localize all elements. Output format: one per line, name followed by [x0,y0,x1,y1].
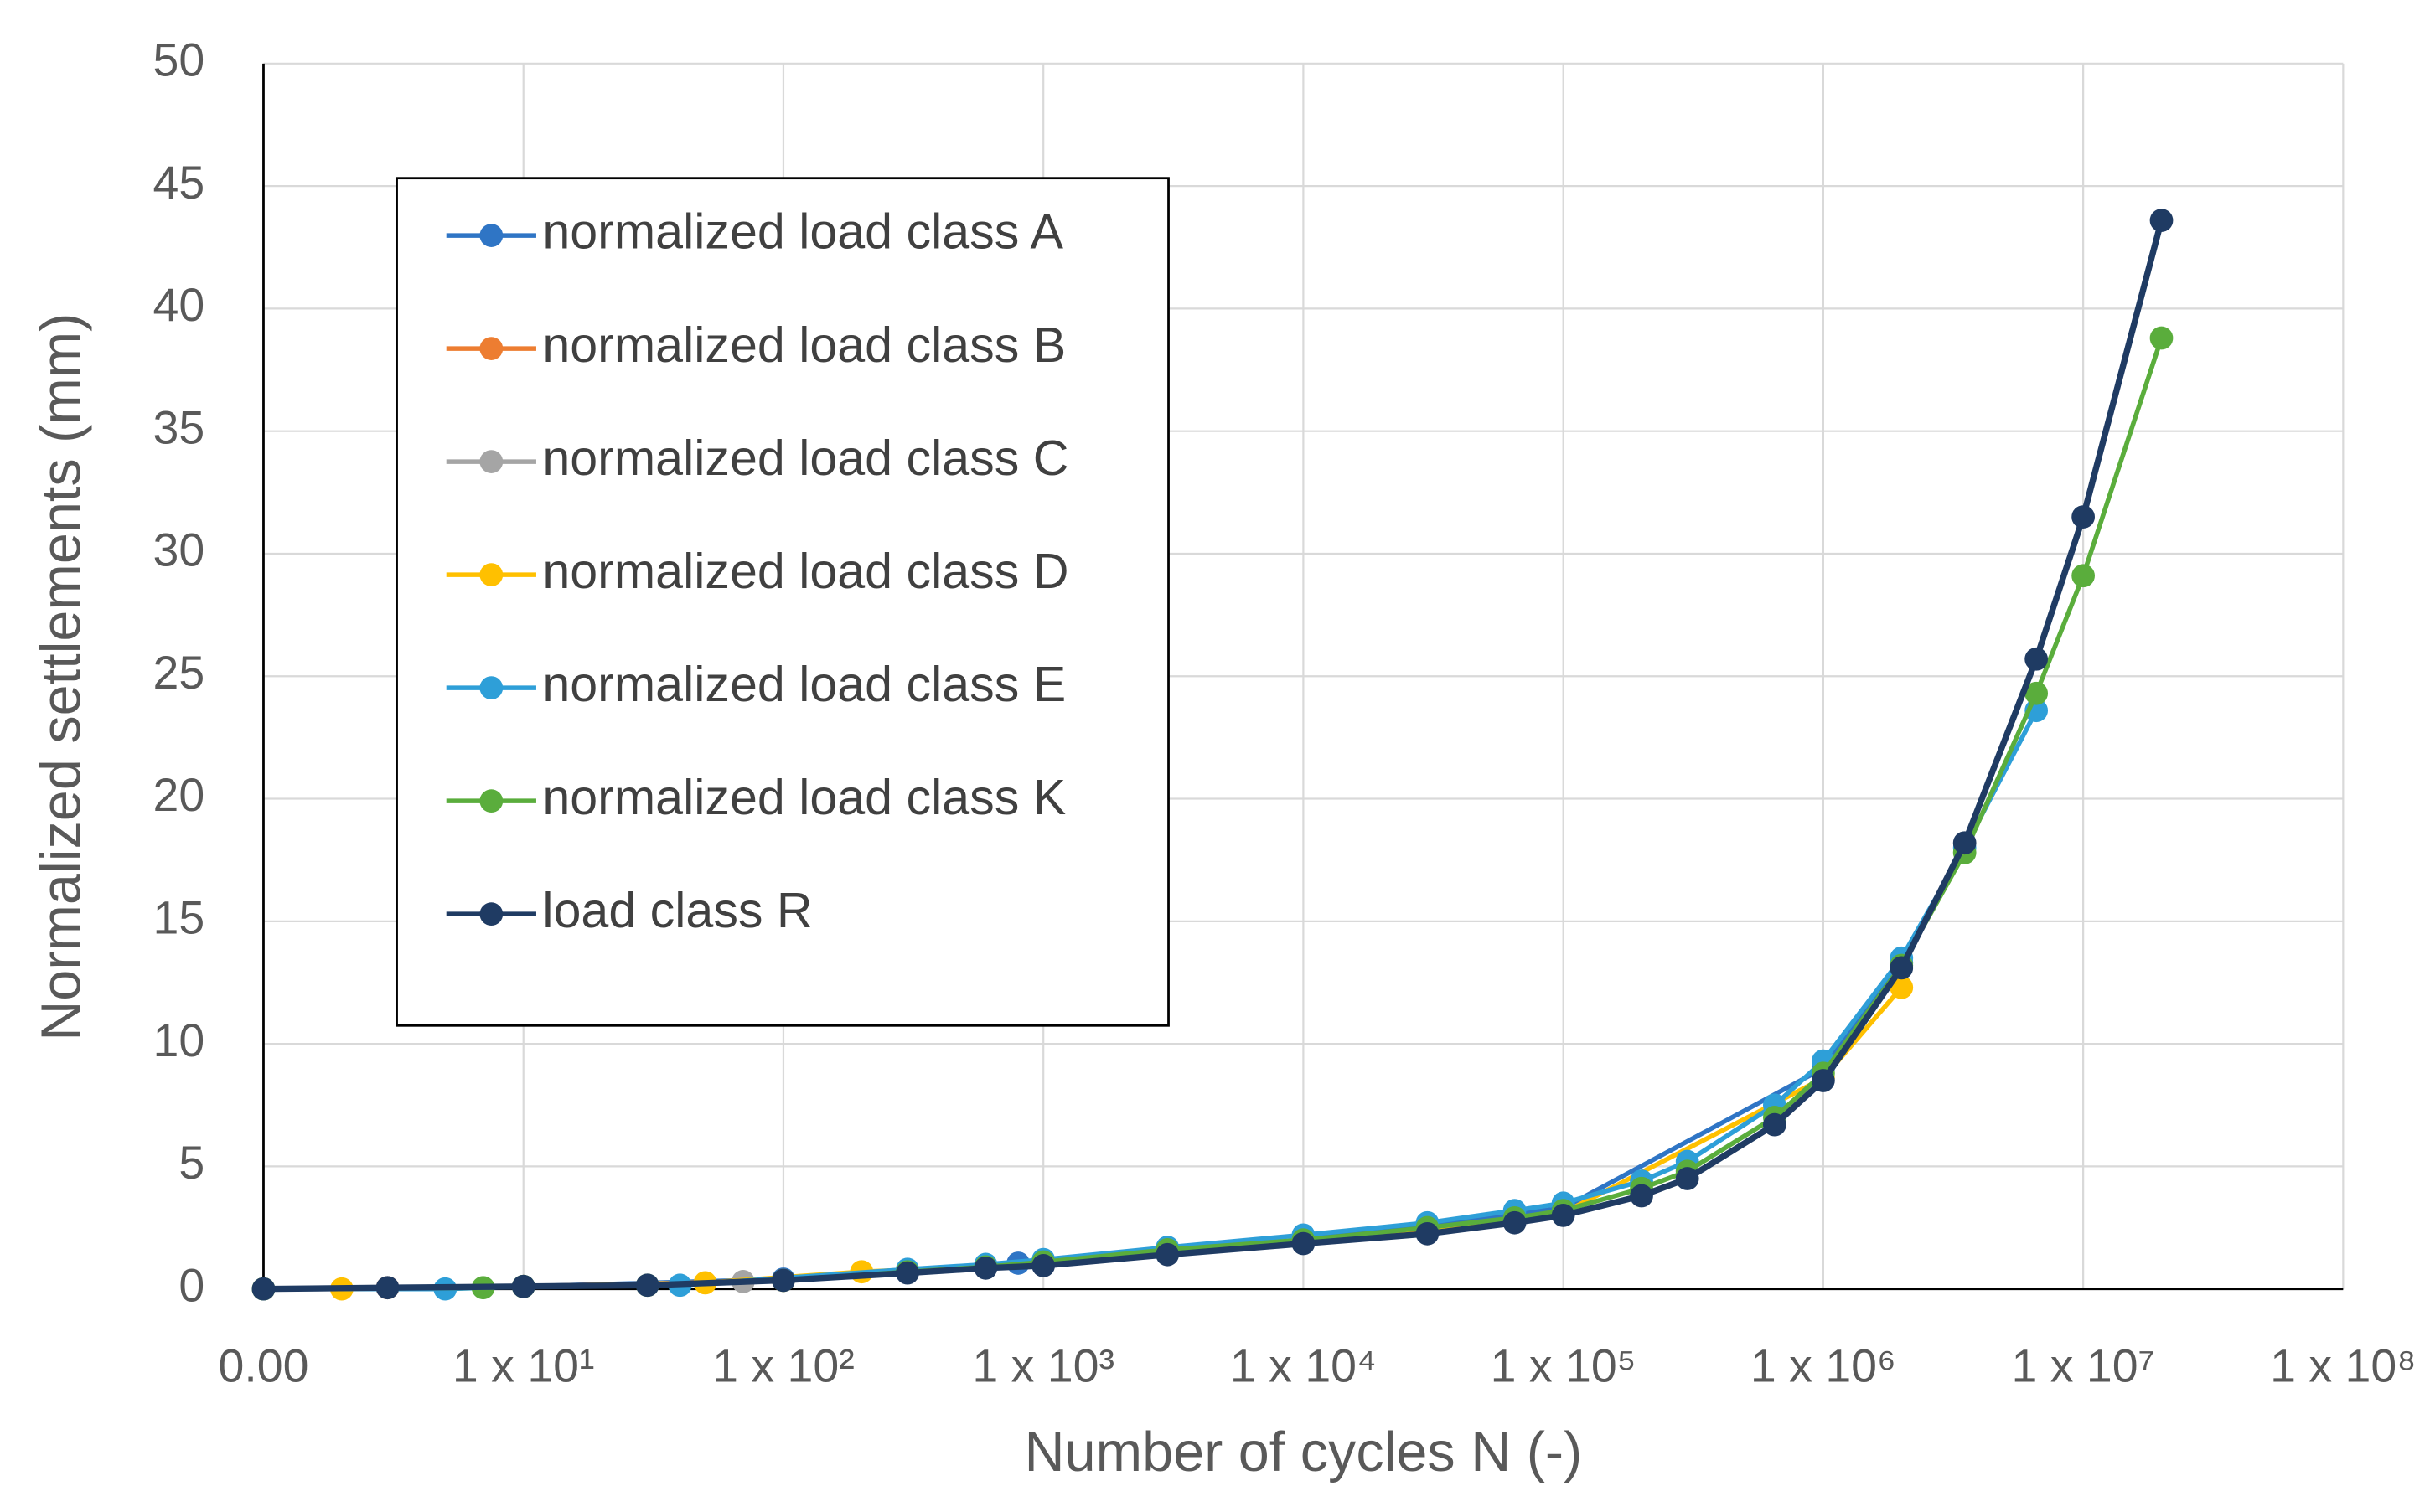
legend: normalized load class A normalized load c… [396,177,1170,1027]
data-point [2024,647,2049,671]
series-line [263,986,1904,1292]
legend-label: normalized load class B [542,317,1066,373]
y-tick-label: 10 [153,1014,204,1066]
legend-marker [479,337,504,360]
y-tick-label: 45 [153,157,204,209]
data-point [2071,505,2095,529]
y-tick-label: 25 [153,647,204,699]
data-point [772,1268,795,1293]
series [251,209,2174,1301]
data-point [974,1256,998,1280]
x-tick-label: 1 x 10⁶ [1750,1340,1896,1392]
legend-marker [479,789,504,813]
y-axis-title: Normalized settlements (mm) [30,313,92,1041]
data-point [635,1273,659,1298]
x-tick-label: 1 x 10³ [972,1340,1114,1392]
legend-box [396,177,1170,1027]
data-point [1762,1112,1786,1137]
x-tick-label: 1 x 10² [712,1340,855,1392]
data-point [2149,326,2174,350]
legend-marker [479,450,504,473]
data-point [511,1274,535,1298]
y-tick-label: 20 [153,769,204,821]
y-tick-label: 0 [178,1259,204,1311]
data-point [2071,564,2095,588]
y-tick-label: 15 [153,891,204,943]
data-point [1630,1184,1653,1208]
legend-label: normalized load class A [542,204,1063,260]
data-point [1551,1204,1575,1227]
x-tick-label: 0.00 [218,1340,308,1392]
x-tick-label: 1 x 10⁵ [1491,1340,1636,1392]
data-point [375,1276,400,1300]
legend-marker [479,563,504,586]
legend-marker [479,902,504,926]
x-tick-label: 1 x 10⁴ [1230,1340,1377,1392]
data-point [1812,1069,1835,1092]
legend-label: normalized load class E [542,656,1066,712]
series-line [263,219,2165,1293]
x-tick-label: 1 x 10⁷ [2012,1340,2155,1392]
legend-label: load class R [542,882,812,938]
data-point [2149,209,2174,232]
data-point [1415,1221,1440,1246]
y-tick-label: 5 [178,1137,204,1189]
data-point [2024,681,2049,705]
legend-label: normalized load class D [542,543,1068,599]
data-point [896,1261,919,1285]
legend-label: normalized load class C [542,430,1068,486]
x-axis-title: Number of cycles N (-) [1025,1422,1583,1484]
legend-marker [479,224,504,247]
legend-label: normalized load class K [542,769,1066,825]
data-point [1031,1254,1056,1277]
y-tick-label: 50 [153,34,204,85]
y-tick-label: 30 [153,524,204,576]
x-tick-label: 1 x 10¹ [452,1340,595,1392]
data-point [1502,1210,1527,1235]
data-point [251,1277,276,1301]
y-tick-label: 40 [153,279,204,331]
x-tick-label: 1 x 10⁸ [2270,1340,2417,1392]
legend-marker [479,676,504,699]
data-point [1675,1167,1699,1190]
data-point [1156,1242,1180,1267]
y-tick-label: 35 [153,401,204,453]
data-point [1952,831,1977,855]
data-point [1291,1231,1316,1256]
data-point [1890,956,1914,980]
